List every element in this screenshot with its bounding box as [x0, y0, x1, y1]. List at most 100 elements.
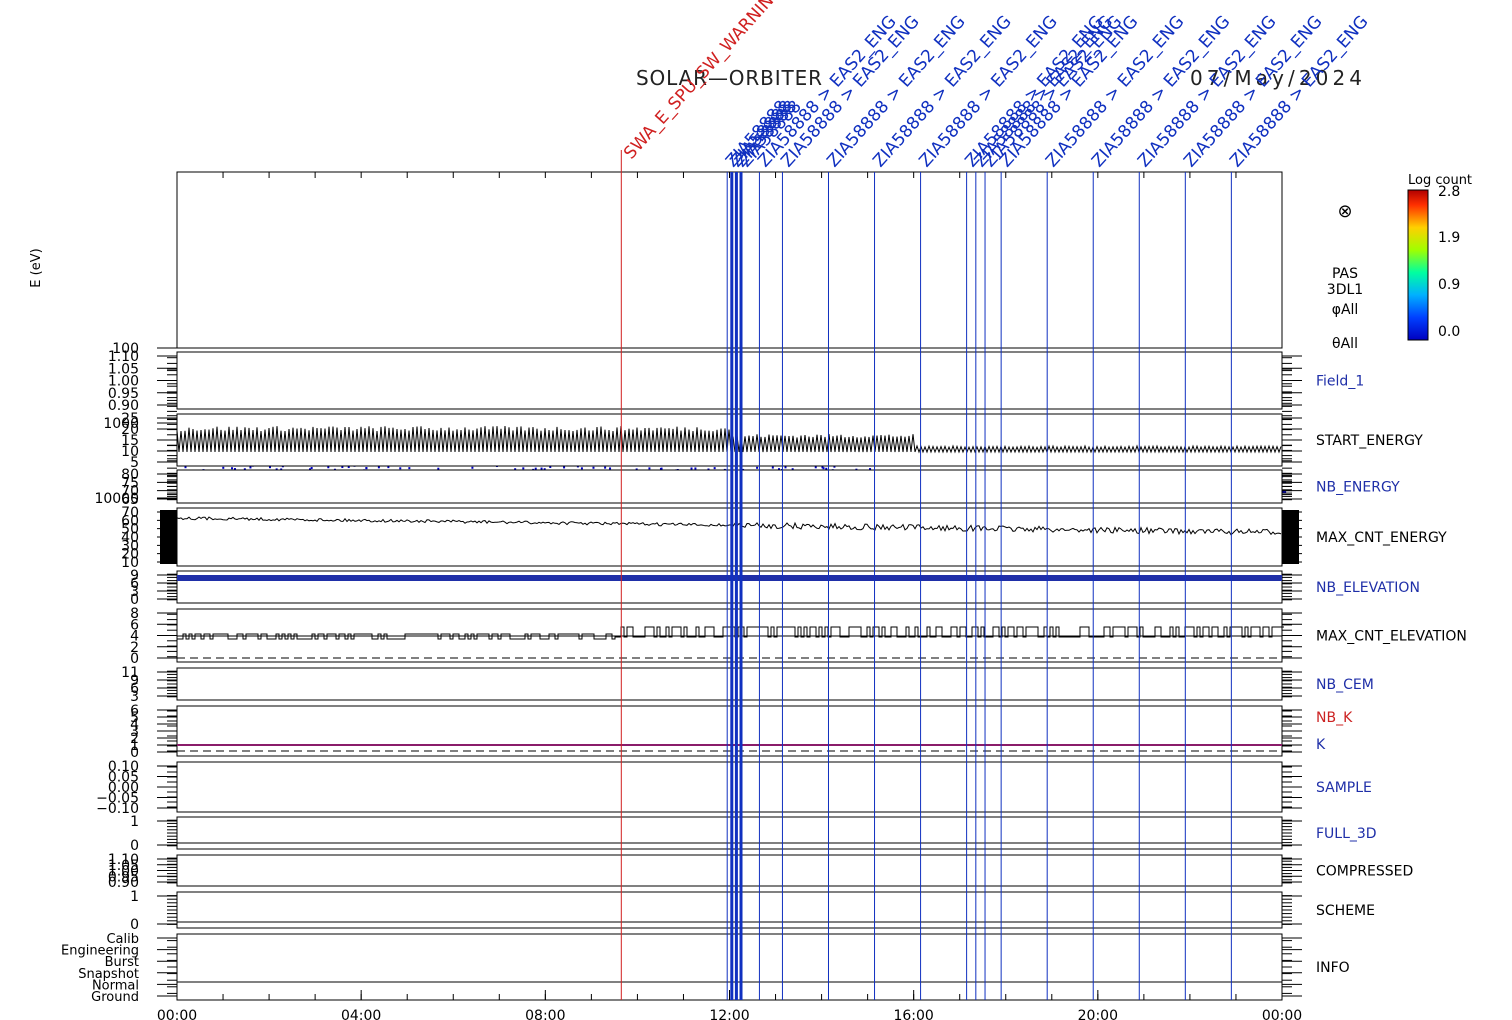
- spectrogram-speckle: [268, 466, 271, 469]
- panel-ytick-label: 65: [121, 492, 139, 508]
- max-cnt-energy-edge-block: [160, 510, 177, 564]
- spectrogram-speckle: [707, 468, 710, 471]
- panel-ytick-label: Calib: [106, 932, 139, 947]
- x-tick-label: 08:00: [525, 1008, 565, 1020]
- spectrogram-side-label: PAS: [1332, 266, 1358, 282]
- panel-ytick-label: 9: [130, 568, 139, 584]
- panel-ytick-label: 50: [121, 522, 139, 538]
- panel-ytick-label: 10: [121, 444, 139, 460]
- panel-ytick-label: 3: [130, 584, 139, 600]
- panel-frame: [176, 507, 1283, 567]
- spectrogram-ytick-label: 10000: [94, 491, 139, 507]
- panel-ytick-label: 25: [121, 411, 139, 427]
- panel-label: MAX_CNT_ENERGY: [1316, 530, 1447, 546]
- panel-ytick-label: 80: [121, 467, 139, 483]
- spectrogram-speckle: [825, 467, 828, 470]
- panel-ytick-label: 15: [121, 433, 139, 449]
- x-tick-label: 04:00: [341, 1008, 381, 1020]
- panel-ytick-label: Normal: [92, 978, 139, 993]
- spectrogram-speckle: [327, 466, 330, 469]
- x-tick-label: 20:00: [1078, 1008, 1118, 1020]
- panel-frame: [176, 761, 1283, 813]
- panels: 1.101.051.000.950.90Field_1252015105STAR…: [61, 349, 1467, 1005]
- spectrogram-speckle: [310, 467, 313, 470]
- colorbar-tick-label: 0.9: [1438, 277, 1460, 293]
- panel-ytick-label: 1: [130, 814, 139, 830]
- max-cnt-energy-trace: [176, 516, 1282, 536]
- x-tick-label: 00:00: [1262, 1008, 1302, 1020]
- panel-ytick-label: 3: [130, 724, 139, 740]
- spectrogram-speckle: [275, 468, 278, 471]
- panel-ytick-label: 0: [130, 592, 139, 608]
- panel-ytick-label: 1: [130, 738, 139, 754]
- start-energy-trace: [176, 425, 1282, 454]
- x-tick-label: 00:00: [157, 1008, 197, 1020]
- colorbar-title: Log count: [1408, 173, 1472, 188]
- panel-ytick-label: 1.00: [108, 374, 139, 390]
- spectrogram-speckle: [756, 466, 759, 469]
- spectrogram-speckle: [249, 466, 252, 469]
- panel-ytick-label: 6: [130, 703, 139, 719]
- chart-date: 07/May/2024: [1190, 66, 1362, 90]
- spectrogram-speckle: [833, 465, 836, 468]
- spectrogram-speckle: [1282, 490, 1285, 493]
- panel-frame: [176, 891, 1283, 929]
- panel-ytick-label: 2: [130, 640, 139, 656]
- panel-ytick-label: 9: [130, 673, 139, 689]
- panel-ytick-label: 3: [130, 689, 139, 705]
- panel-ytick-label: Ground: [91, 990, 139, 1005]
- panel-info: CalibEngineeringBurstSnapshotNormalGroun…: [61, 932, 1350, 1005]
- spectrogram-speckle: [387, 466, 390, 469]
- panel-ytick-label: 6: [130, 681, 139, 697]
- spectrogram-ytick-label: 1000: [103, 416, 139, 432]
- spectrogram-speckle: [549, 465, 552, 468]
- colorbar-tick-label: 1.9: [1438, 230, 1460, 246]
- panel-ytick-label: 11: [121, 665, 139, 681]
- panel-ytick-label: 0: [130, 651, 139, 667]
- spectrogram-speckle: [580, 467, 583, 470]
- panel-ytick-label: 6: [130, 617, 139, 633]
- spectrogram-speckle: [648, 467, 651, 470]
- panel-ytick-label: 1.10: [108, 852, 139, 868]
- panel-ytick-label: −0.10: [96, 801, 139, 817]
- spectrogram-speckle: [365, 467, 368, 470]
- spectrogram-speckle: [377, 466, 380, 469]
- panel-label: MAX_CNT_ELEVATION: [1316, 629, 1467, 645]
- panel-label: Field_1: [1316, 374, 1364, 390]
- spectrogram-side-label: φAll: [1332, 302, 1359, 318]
- panel-ytick-label: 75: [121, 475, 139, 491]
- spectrogram-ylabel: E (eV): [29, 248, 44, 287]
- panel-frame: [176, 854, 1283, 887]
- colorbar-tick-label: 2.8: [1438, 184, 1460, 200]
- spectrogram-speckle: [592, 466, 595, 469]
- spectrogram-speckle: [522, 467, 525, 470]
- panel-frame: [176, 469, 1283, 504]
- spectrogram-speckle: [659, 468, 662, 471]
- spectrogram-speckle: [341, 466, 344, 469]
- spectrogram-speckle: [778, 468, 781, 471]
- spectrogram-speckle: [347, 466, 350, 469]
- panel-ytick-label: 0.10: [108, 759, 139, 775]
- panel-ytick-label: 8: [130, 606, 139, 622]
- spectrogram-ytick-label: 100: [112, 341, 139, 357]
- spectrogram-side-label: θAll: [1332, 336, 1358, 352]
- spectrogram-speckle: [534, 467, 537, 470]
- panel-label-secondary: K: [1316, 737, 1326, 753]
- spectrogram-speckle: [233, 468, 236, 471]
- spectrogram-side-label: 3DL1: [1327, 282, 1363, 298]
- spectrogram-speckle: [540, 467, 543, 470]
- spectrogram-speckle: [184, 466, 187, 469]
- spectrogram-speckle: [231, 467, 234, 470]
- spectrogram-background: [177, 172, 1282, 348]
- spectrogram-speckle: [784, 466, 787, 469]
- spectrogram-speckle: [609, 467, 612, 470]
- spectrogram-speckle: [280, 468, 283, 471]
- panel-frame: [176, 816, 1283, 850]
- panel-ytick-label: 0: [130, 745, 139, 761]
- colorbar-tick-label: 0.0: [1438, 324, 1460, 340]
